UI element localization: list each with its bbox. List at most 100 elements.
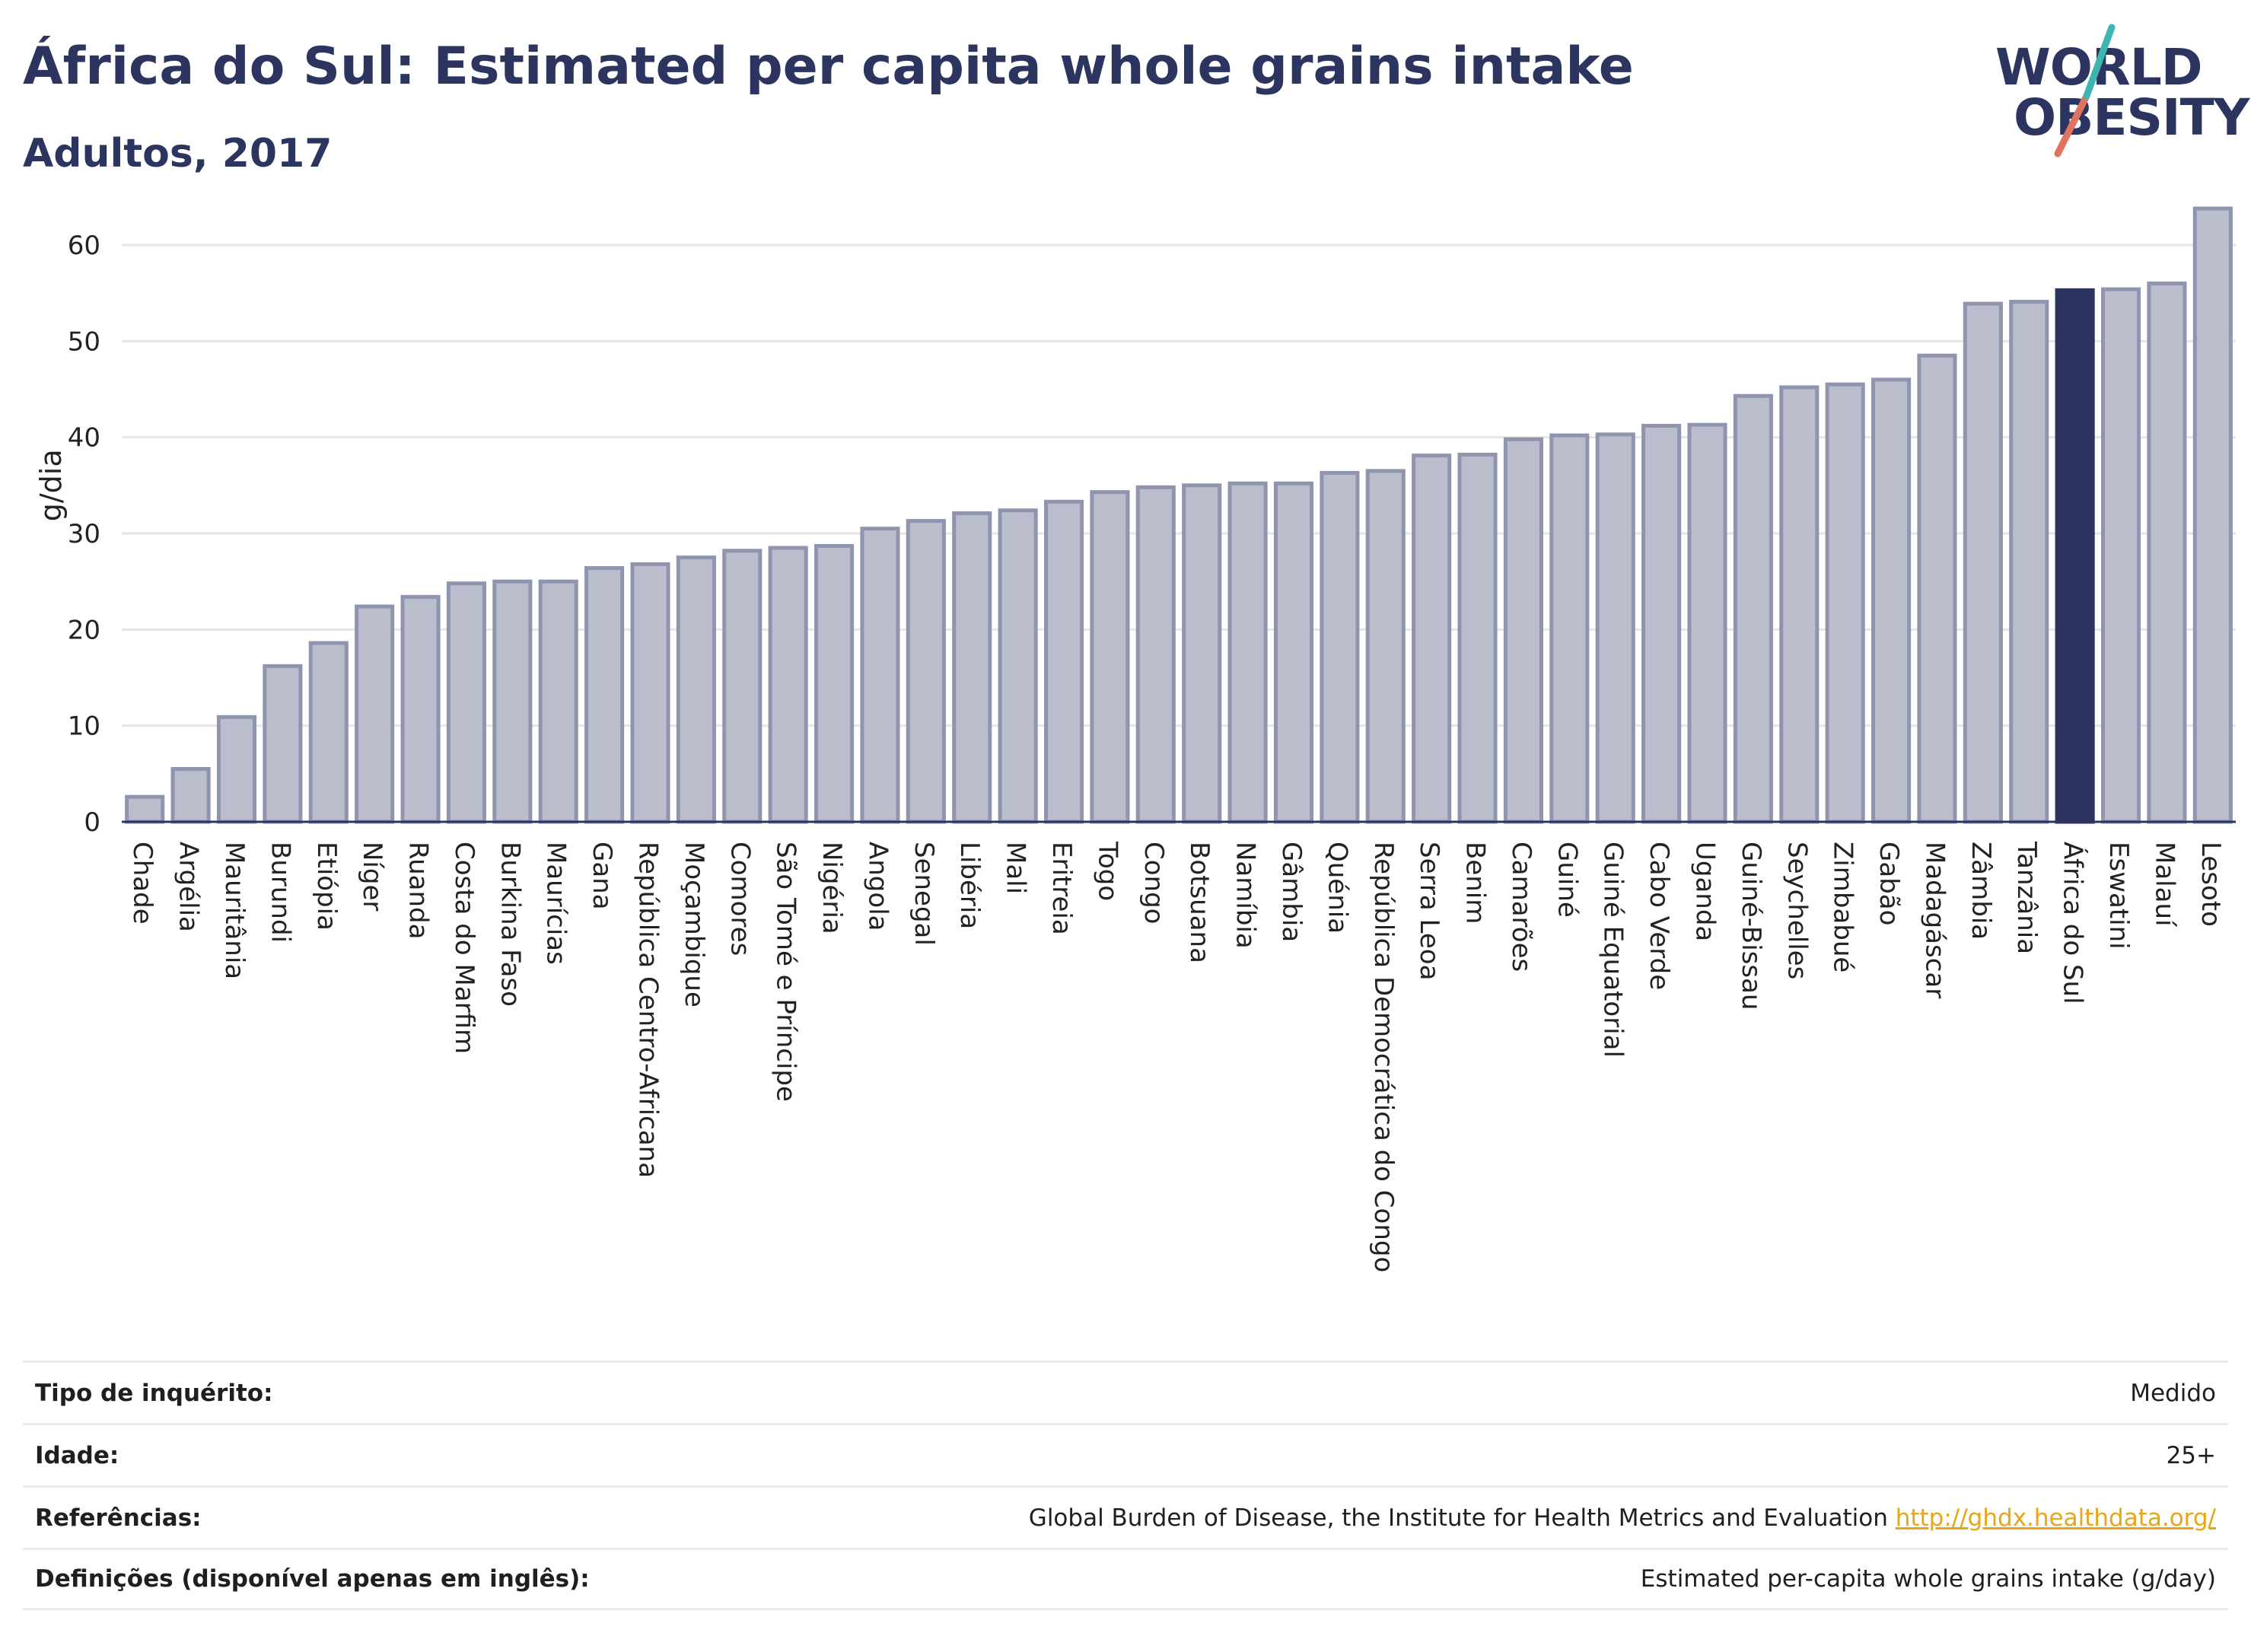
x-tick-label: Chade <box>127 842 158 925</box>
bar-22[interactable] <box>1135 485 1176 824</box>
bar-43[interactable] <box>2100 287 2141 824</box>
y-axis-label: g/dia <box>34 449 68 521</box>
y-tick-label: 20 <box>68 615 100 645</box>
footer-key: Idade: <box>35 1441 119 1469</box>
x-tick-label: Serra Leoa <box>1414 842 1444 980</box>
bar-10[interactable] <box>584 565 625 824</box>
bar-4[interactable] <box>308 641 349 824</box>
bar-29[interactable] <box>1457 452 1498 824</box>
reference-text: Global Burden of Disease, the Institute … <box>1028 1504 1888 1532</box>
bar-16[interactable] <box>860 527 900 824</box>
bar-8[interactable] <box>492 579 533 824</box>
x-tick-label: Cabo Verde <box>1644 842 1674 990</box>
metadata-table: Tipo de inquérito: Medido Idade: 25+ Ref… <box>23 1361 2228 1610</box>
x-tick-label: Maurícias <box>541 842 572 965</box>
bar-34[interactable] <box>1687 422 1727 824</box>
x-tick-label: Gabão <box>1874 842 1904 925</box>
x-tick-label: Angola <box>862 842 893 931</box>
x-tick-label: Seychelles <box>1781 842 1812 979</box>
y-tick-label: 60 <box>68 231 100 261</box>
x-tick-label: Eritreia <box>1046 842 1077 935</box>
bar-35[interactable] <box>1733 393 1773 824</box>
bar-45[interactable] <box>2192 206 2233 824</box>
x-tick-label: Madagáscar <box>1919 842 1950 998</box>
x-tick-label: Lesoto <box>2195 842 2226 927</box>
bar-42[interactable] <box>2055 288 2095 824</box>
bar-26[interactable] <box>1320 470 1360 824</box>
x-tick-label: Argélia <box>174 842 204 932</box>
bar-44[interactable] <box>2147 282 2187 824</box>
x-tick-label: Togo <box>1092 841 1122 901</box>
x-tick-label: Eswatini <box>2103 842 2134 950</box>
bar-32[interactable] <box>1595 432 1635 824</box>
x-tick-label: Burundi <box>265 842 295 943</box>
x-tick-label: África do Sul <box>2058 842 2089 1004</box>
bar-20[interactable] <box>1043 499 1084 824</box>
x-tick-label: Níger <box>357 842 387 911</box>
bar-5[interactable] <box>355 604 395 824</box>
bar-37[interactable] <box>1825 382 1865 824</box>
bar-41[interactable] <box>2009 300 2049 824</box>
bar-21[interactable] <box>1090 490 1130 824</box>
x-tick-label: Tanzânia <box>2011 841 2042 954</box>
x-tick-label: Congo <box>1138 842 1169 924</box>
x-tick-label: Camarões <box>1506 842 1536 972</box>
x-tick-label: Zimbabué <box>1828 842 1858 972</box>
bar-31[interactable] <box>1549 433 1590 824</box>
footer-key: Definições (disponível apenas em inglês)… <box>35 1565 590 1593</box>
footer-value: Medido <box>2130 1379 2216 1407</box>
x-tick-label: Burkina Faso <box>495 842 525 1007</box>
x-tick-label: São Tomé e Príncipe <box>771 842 801 1102</box>
x-tick-label: Nigéria <box>817 842 847 934</box>
bar-19[interactable] <box>998 508 1038 824</box>
y-tick-label: 0 <box>84 807 100 838</box>
bar-6[interactable] <box>400 594 441 824</box>
x-tick-label: Mauritânia <box>219 842 250 979</box>
y-axis-ticks: 0 10 20 30 40 50 60 <box>68 231 100 838</box>
bar-3[interactable] <box>263 664 303 824</box>
bar-7[interactable] <box>446 581 486 824</box>
bar-38[interactable] <box>1871 377 1912 824</box>
bar-13[interactable] <box>722 549 763 824</box>
x-tick-label: Libéria <box>954 842 985 929</box>
bar-17[interactable] <box>906 519 946 824</box>
bar-1[interactable] <box>170 767 211 824</box>
bar-39[interactable] <box>1917 353 1957 824</box>
x-tick-label: Ruanda <box>403 842 434 939</box>
reference-link[interactable]: http://ghdx.healthdata.org/ <box>1895 1504 2216 1532</box>
bar-23[interactable] <box>1182 483 1222 824</box>
footer-row-references: Referências: Global Burden of Disease, t… <box>23 1485 2228 1548</box>
x-tick-label: Senegal <box>909 842 939 946</box>
bar-0[interactable] <box>125 794 165 824</box>
bar-18[interactable] <box>952 511 992 824</box>
bar-30[interactable] <box>1503 437 1543 824</box>
y-tick-label: 40 <box>68 423 100 454</box>
bar-2[interactable] <box>216 715 257 824</box>
x-tick-label: Etiópia <box>311 842 342 931</box>
bar-36[interactable] <box>1779 385 1820 824</box>
bar-chart: 0 10 20 30 40 50 60 Chade Argélia Mauritânia Buru… <box>34 206 2236 1272</box>
x-tick-label: Gana <box>587 842 617 910</box>
bar-24[interactable] <box>1227 481 1268 824</box>
footer-key: Tipo de inquérito: <box>35 1379 273 1407</box>
x-tick-label: Benim <box>1460 842 1491 924</box>
bar-15[interactable] <box>814 543 855 824</box>
bar-40[interactable] <box>1963 301 2003 824</box>
bar-25[interactable] <box>1273 481 1314 824</box>
footer-value-with-link: Global Burden of Disease, the Institute … <box>1029 1504 2216 1532</box>
logo-line-2: OBESITY <box>2014 88 2249 147</box>
x-tick-label: República Centro-Africana <box>633 842 664 1178</box>
bar-27[interactable] <box>1365 469 1406 824</box>
x-tick-label: Zâmbia <box>1966 842 1996 940</box>
bar-12[interactable] <box>676 555 716 824</box>
footer-value: Estimated per-capita whole grains intake… <box>1640 1565 2216 1593</box>
x-tick-label: Costa do Marfim <box>449 842 479 1054</box>
bar-9[interactable] <box>538 579 578 824</box>
y-tick-label: 50 <box>68 326 100 357</box>
logo-slash-icon <box>2054 24 2116 158</box>
bar-33[interactable] <box>1641 424 1682 824</box>
world-obesity-logo[interactable]: WORLD OBESITY <box>1986 23 2249 160</box>
bar-11[interactable] <box>630 562 670 824</box>
bar-14[interactable] <box>768 546 808 824</box>
bar-28[interactable] <box>1412 454 1452 824</box>
